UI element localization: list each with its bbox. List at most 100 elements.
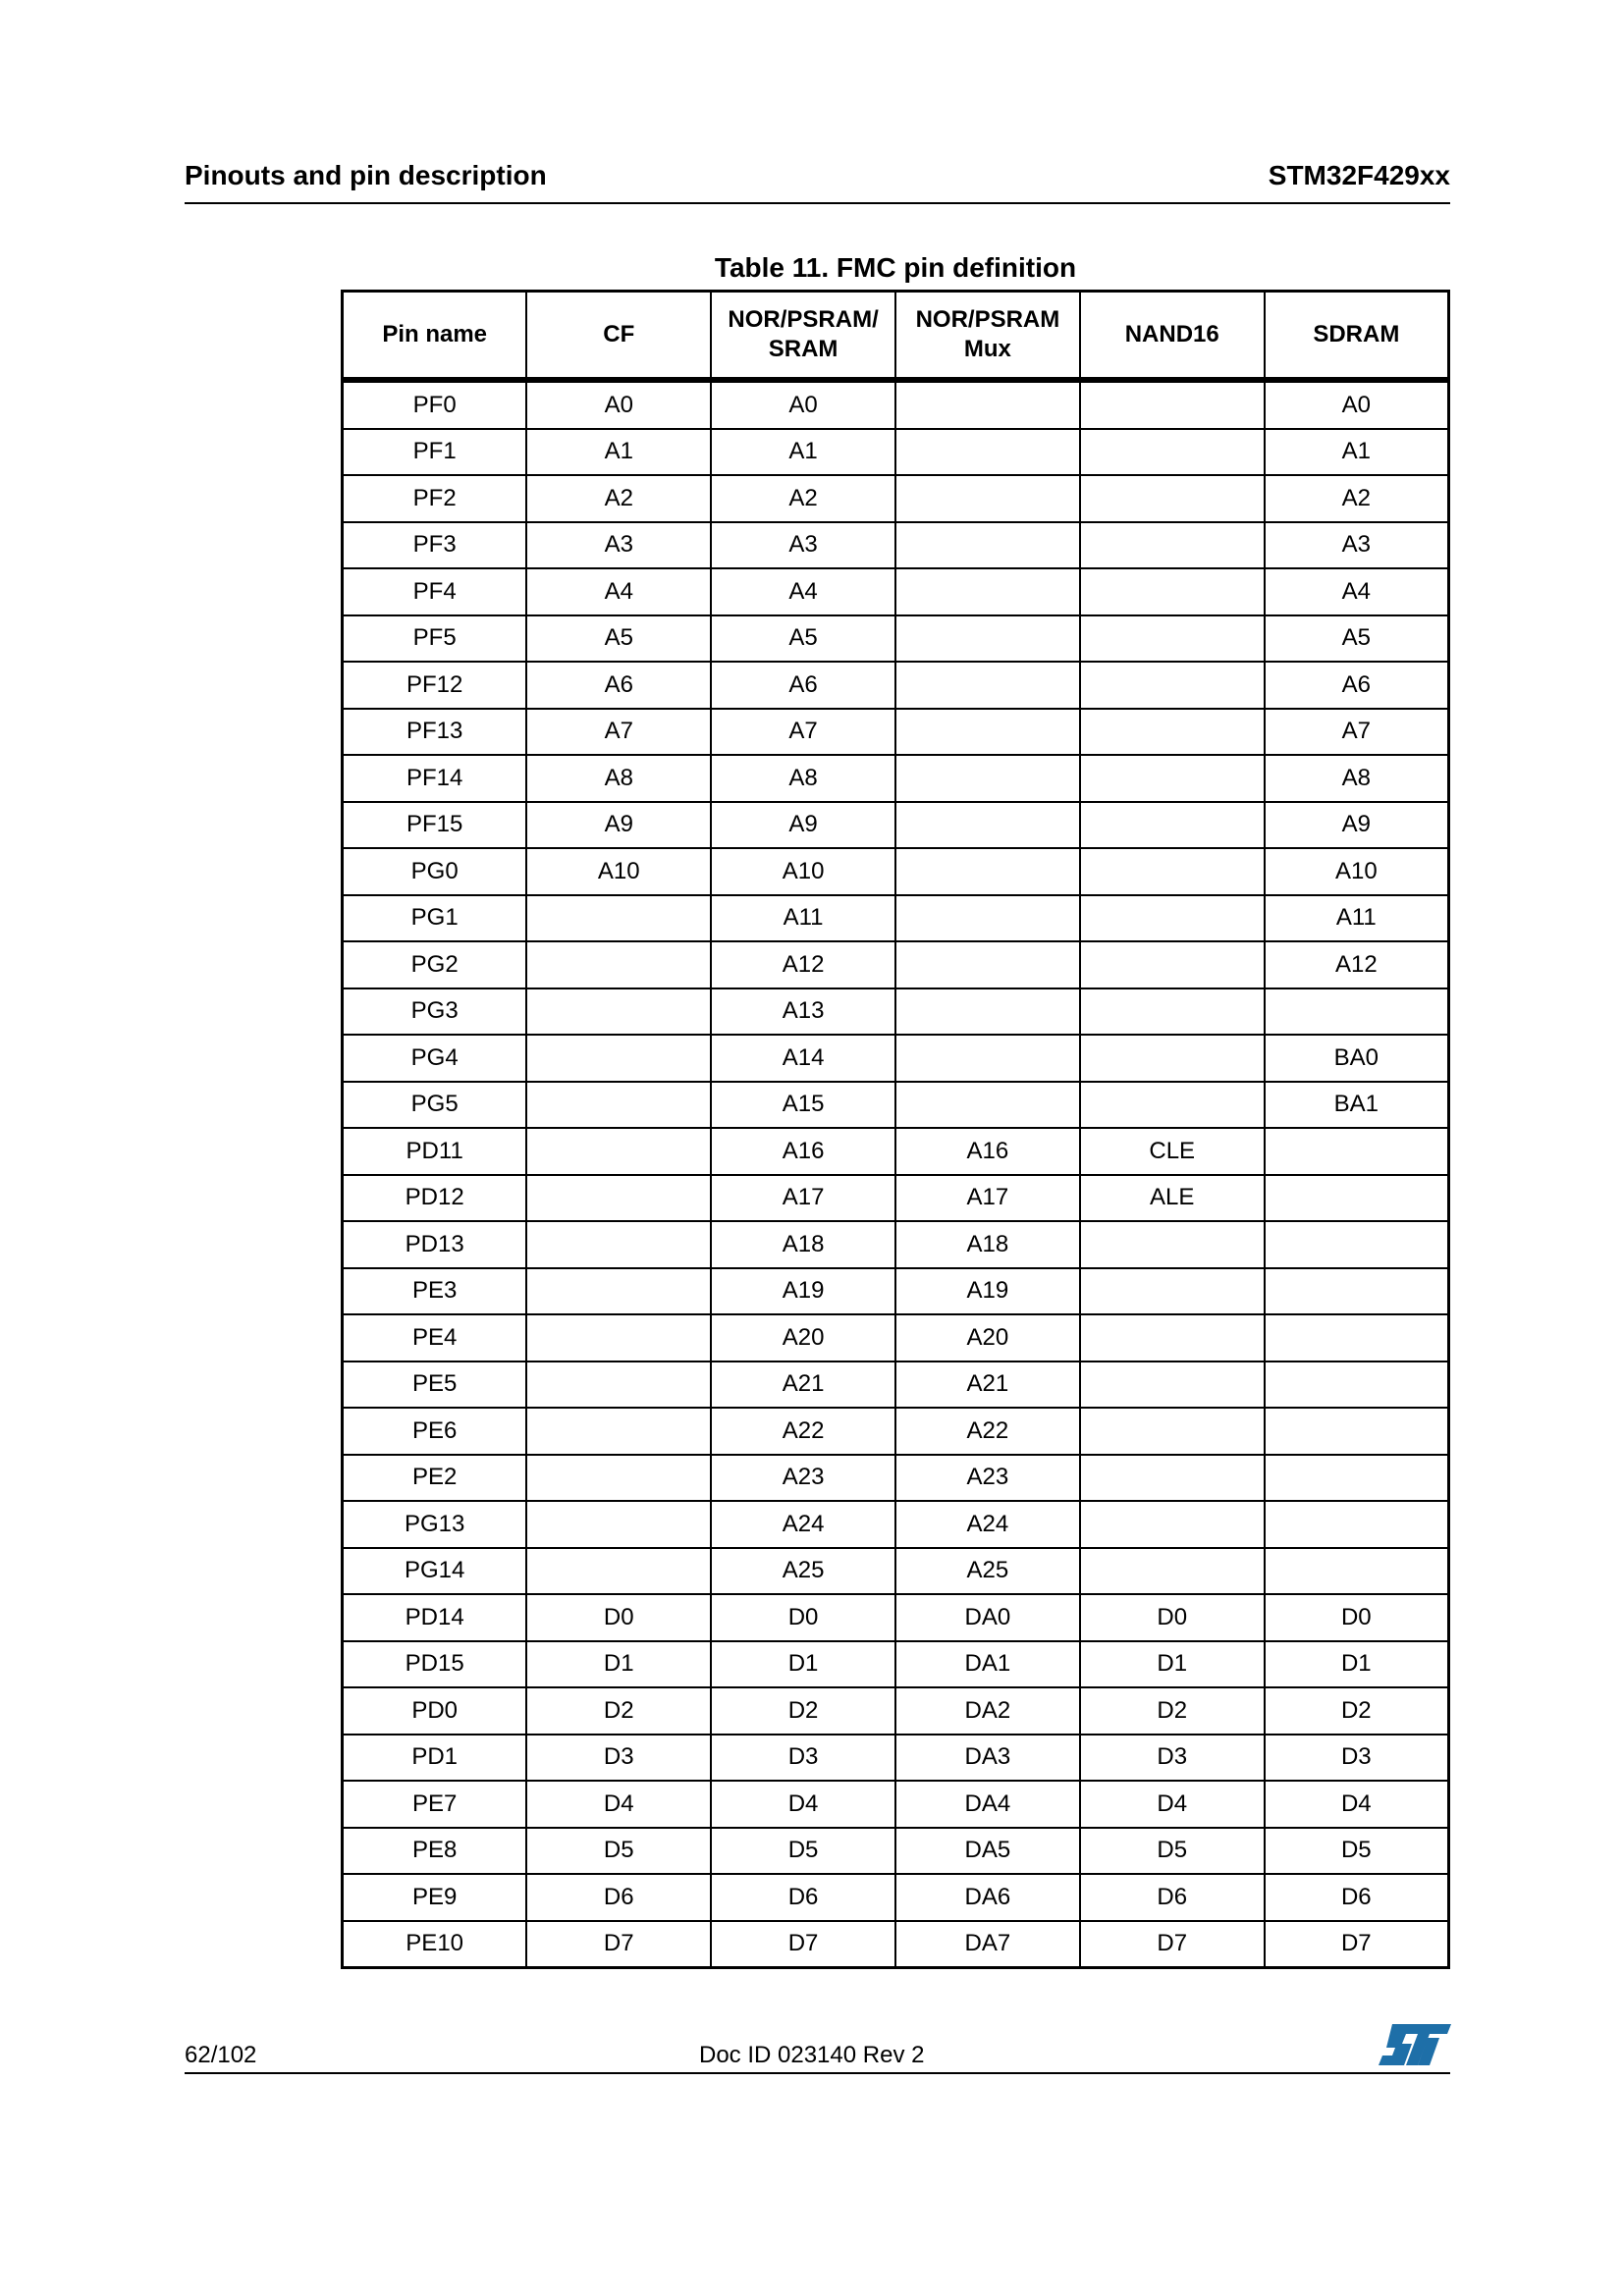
table-cell: D1 [1263,1639,1450,1688]
table-cell: A24 [893,1500,1081,1549]
table-cell: D0 [710,1593,896,1642]
table-cell [525,1360,713,1409]
table-cell: D5 [1263,1826,1450,1875]
pin-name-cell: PG0 [341,847,528,896]
table-cell: DA3 [893,1733,1081,1782]
table-row: PF12 A6 A6 A6 [341,661,1450,710]
pin-name-cell: PE7 [341,1780,528,1829]
table-cell: A17 [893,1173,1081,1222]
table-cell [1078,1034,1266,1083]
table-cell: A5 [1263,614,1450,663]
column-header: NOR/PSRAM/ SRAM [710,290,896,383]
table-row: PF2 A2 A2 A2 [341,474,1450,523]
pin-name-cell: PE10 [341,1919,528,1969]
table-cell [1078,1407,1266,1456]
table-cell: A7 [710,707,896,756]
table-row: PF4 A4 A4 A4 [341,567,1450,616]
table-cell: A8 [710,754,896,803]
pin-name-cell: PF3 [341,520,528,569]
table-cell: A15 [710,1080,896,1129]
table-cell: D7 [525,1919,713,1969]
table-row: PF3 A3 A3 A3 [341,520,1450,569]
pin-name-cell: PD0 [341,1686,528,1735]
table-row: PG13 A24 A24 [341,1500,1450,1549]
footer-divider [185,2072,1450,2074]
pin-name-cell: PF14 [341,754,528,803]
pin-name-cell: PG5 [341,1080,528,1129]
table-row: PE7 D4 D4 DA4 D4 D4 [341,1780,1450,1829]
page-number: 62/102 [185,2042,257,2068]
table-cell [1078,847,1266,896]
pin-name-cell: PG3 [341,987,528,1036]
table-cell [893,520,1081,569]
table-cell: A3 [1263,520,1450,569]
table-cell: A5 [710,614,896,663]
table-cell: A2 [1263,474,1450,523]
table-cell: A1 [1263,427,1450,476]
table-cell: A25 [893,1546,1081,1595]
table-cell [893,847,1081,896]
table-cell [525,1220,713,1269]
table-cell [1078,800,1266,849]
table-cell [1263,1546,1450,1595]
table-cell [893,567,1081,616]
table-row: PG2 A12 A12 [341,940,1450,989]
pin-name-cell: PF12 [341,661,528,710]
table-cell: A4 [1263,567,1450,616]
table-cell [1263,1313,1450,1362]
table-cell: A0 [1263,379,1450,430]
table-cell: A6 [710,661,896,710]
table-cell: ALE [1078,1173,1266,1222]
table-cell [1078,1313,1266,1362]
table-cell [1078,987,1266,1036]
table-cell: A13 [710,987,896,1036]
table-cell [1078,474,1266,523]
table-cell [893,707,1081,756]
pin-name-cell: PF5 [341,614,528,663]
table-cell: D3 [525,1733,713,1782]
table-cell: A0 [710,379,896,430]
table-cell: D3 [1263,1733,1450,1782]
table-cell [525,1034,713,1083]
table-cell: DA4 [893,1780,1081,1829]
table-cell: A6 [1263,661,1450,710]
table-row: PE5 A21 A21 [341,1360,1450,1409]
pin-name-cell: PF2 [341,474,528,523]
table-cell [525,1500,713,1549]
table-cell: DA2 [893,1686,1081,1735]
table-row: PF15 A9 A9 A9 [341,800,1450,849]
pin-name-cell: PE2 [341,1453,528,1502]
table-row: PE9 D6 D6 DA6 D6 D6 [341,1873,1450,1922]
table-cell [1263,1500,1450,1549]
table-cell: A20 [710,1313,896,1362]
pin-name-cell: PE6 [341,1407,528,1456]
table-row: PG3 A13 [341,987,1450,1036]
table-row: PF5 A5 A5 A5 [341,614,1450,663]
table-cell [893,474,1081,523]
table-cell: DA0 [893,1593,1081,1642]
table-cell: A10 [710,847,896,896]
table-cell [525,1407,713,1456]
table-cell: A12 [1263,940,1450,989]
table-cell: D2 [1078,1686,1266,1735]
column-header: SDRAM [1263,290,1450,383]
table-cell [893,427,1081,476]
table-cell: A18 [710,1220,896,1269]
pin-name-cell: PD14 [341,1593,528,1642]
table-cell: A9 [525,800,713,849]
table-cell [1078,707,1266,756]
pin-name-cell: PD1 [341,1733,528,1782]
table-cell: A23 [893,1453,1081,1502]
table-row: PE3 A19 A19 [341,1266,1450,1315]
header-divider [185,202,1450,204]
table-row: PD12 A17 A17 ALE [341,1173,1450,1222]
table-row: PD1 D3 D3 DA3 D3 D3 [341,1733,1450,1782]
table-cell [525,1127,713,1176]
pin-name-cell: PD15 [341,1639,528,1688]
table-cell [1263,1127,1450,1176]
table-cell: A8 [1263,754,1450,803]
table-cell: A21 [710,1360,896,1409]
table-cell: A16 [710,1127,896,1176]
table-cell: A11 [1263,893,1450,942]
table-cell [525,1173,713,1222]
